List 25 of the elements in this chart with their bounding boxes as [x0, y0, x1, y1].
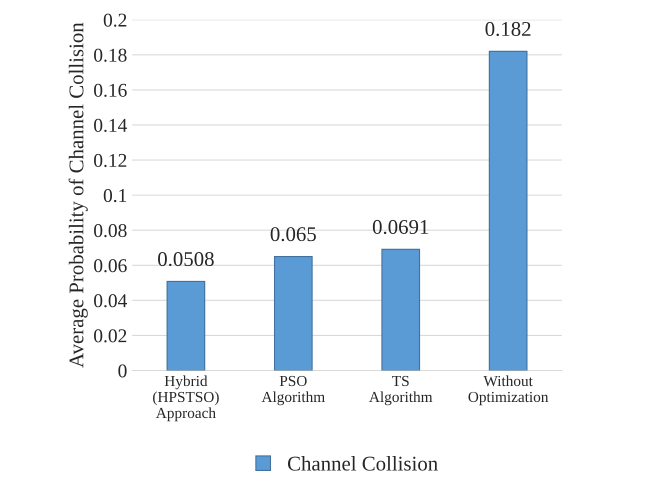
y-tick-label: 0.02 [94, 329, 126, 342]
x-tick-label: TS Algorithm [369, 376, 432, 406]
y-tick-label: 0 [118, 364, 127, 378]
x-tick-label: PSO Algorithm [262, 376, 325, 406]
y-tick-label: 0.16 [94, 84, 127, 97]
y-tick-label: 0.08 [94, 224, 127, 238]
data-label: 0.0691 [372, 220, 428, 234]
x-tick-label: Hybrid (HPSTSO) Approach [153, 375, 219, 422]
y-tick-label: 0.14 [94, 118, 128, 132]
y-tick-label: 0.2 [104, 14, 126, 27]
y-tick-label: 0.04 [94, 294, 128, 308]
x-tick-label: Without Optimization [468, 375, 548, 406]
bar [274, 256, 313, 370]
data-label: 0.182 [486, 22, 530, 36]
y-tick-label: 0.12 [94, 154, 126, 168]
y-tick-label: 0.06 [94, 259, 127, 272]
data-label: 0.065 [270, 227, 316, 242]
bar [166, 280, 206, 370]
bar [488, 50, 528, 370]
y-axis-title: Average Probability of Channel Collision [68, 22, 88, 368]
legend-label: Channel Collision [288, 456, 438, 471]
data-label: 0.0508 [158, 252, 214, 266]
y-tick-label: 0.1 [104, 188, 126, 202]
y-tick-label: 0.18 [94, 48, 127, 62]
bar [381, 248, 420, 370]
